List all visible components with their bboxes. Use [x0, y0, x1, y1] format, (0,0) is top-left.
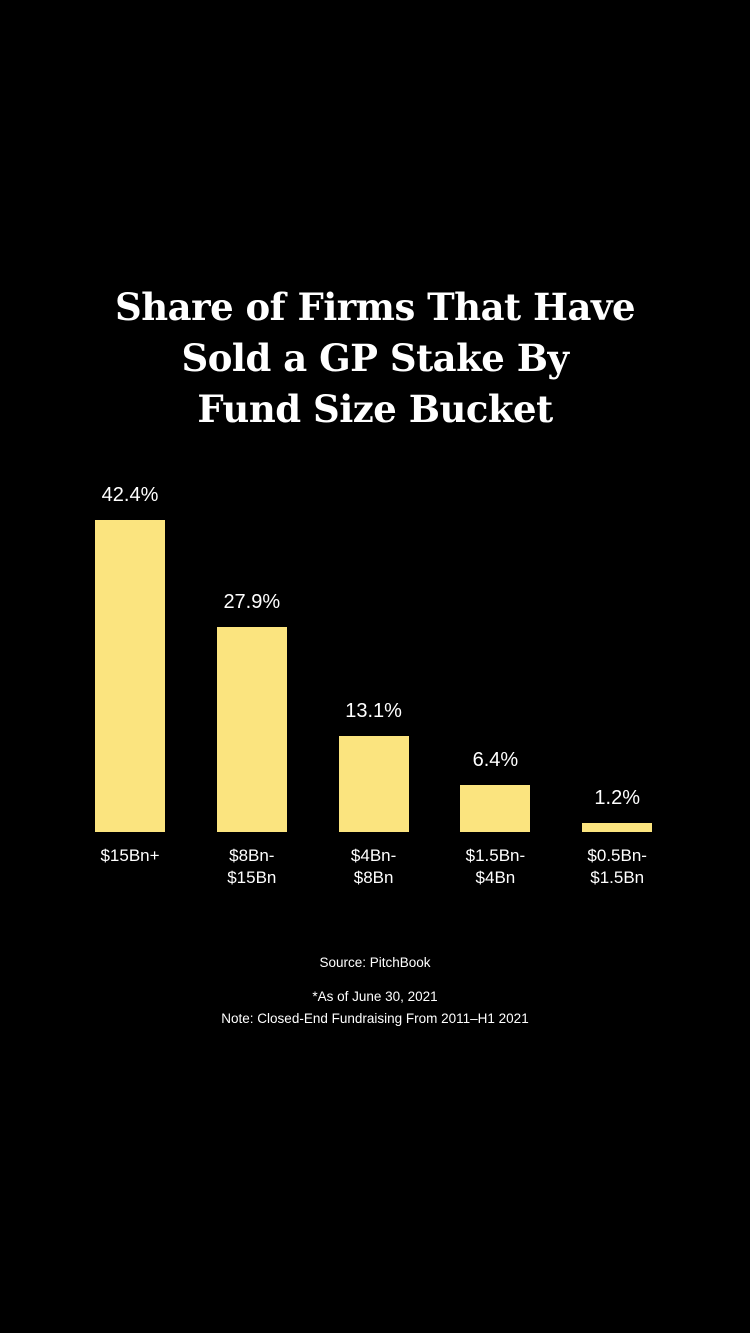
bar	[95, 519, 165, 832]
x-tick-label: $4Bn- $8Bn	[350, 846, 397, 887]
bar	[460, 784, 531, 832]
value-label: 6.4%	[472, 748, 519, 771]
bar	[582, 823, 653, 832]
value-label: 13.1%	[345, 699, 402, 722]
bar	[216, 626, 287, 832]
value-label: 42.4%	[101, 483, 159, 506]
value-label: 27.9%	[223, 590, 281, 613]
value-label: 1.2%	[594, 787, 640, 810]
x-tick-label: $15Bn+	[100, 846, 160, 865]
chart-title: Share of Firms That Have Sold a GP Stake…	[114, 285, 636, 431]
x-tick-label: $8Bn- $15Bn	[227, 846, 277, 887]
x-tick-label: $1.5Bn- $4Bn	[465, 846, 526, 887]
x-tick-label: $0.5Bn- $1.5Bn	[587, 846, 647, 887]
source: Source: PitchBook	[319, 955, 431, 970]
note: Note: Closed-End Fundraising From 2011–H…	[221, 1011, 529, 1026]
note: *As of June 30, 2021	[312, 989, 438, 1004]
bar	[338, 735, 409, 832]
